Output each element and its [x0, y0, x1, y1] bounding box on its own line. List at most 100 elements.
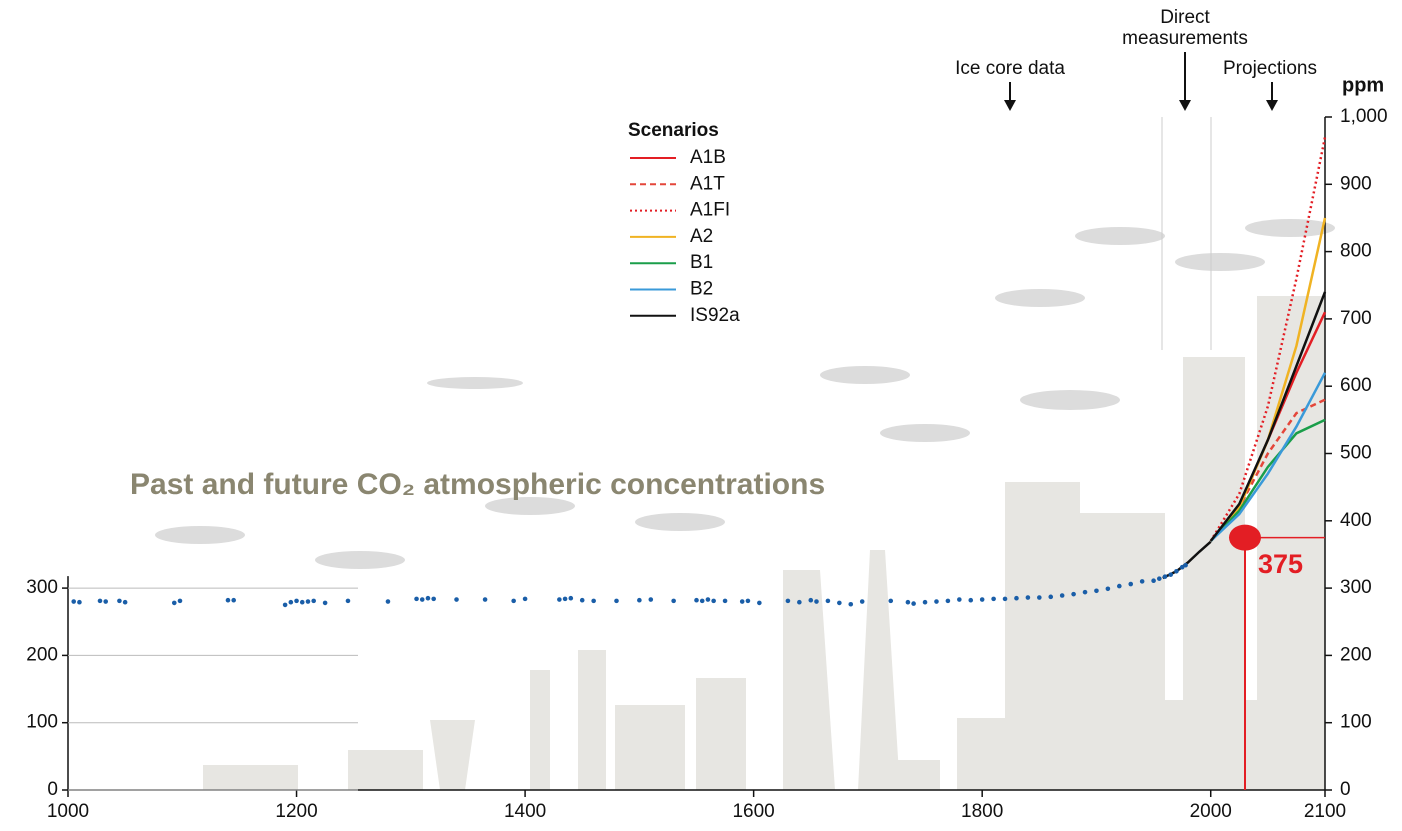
- x-tick-label: 2100: [1304, 801, 1346, 822]
- ice-core-point: [1174, 568, 1179, 574]
- ice-core-point: [859, 599, 865, 604]
- y-tick-label: 300: [1340, 577, 1372, 598]
- ice-core-point: [1071, 591, 1076, 597]
- ice-core-point: [694, 597, 699, 603]
- ice-core-point: [745, 598, 751, 604]
- scenario-line: [1209, 418, 1326, 542]
- ice-core-point: [1168, 572, 1174, 577]
- ice-core-point: [311, 598, 316, 604]
- y-tick-label: 600: [1340, 375, 1372, 396]
- ice-core-point: [1014, 595, 1019, 601]
- ice-core-point: [1139, 579, 1145, 584]
- y-tick-label: 500: [1340, 443, 1372, 464]
- scenario-line: [1209, 291, 1327, 542]
- ice-core-point: [1117, 583, 1122, 589]
- ice-core-point: [122, 599, 128, 605]
- ice-core-point: [848, 601, 854, 607]
- ice-core-point: [1048, 594, 1054, 600]
- ice-core-point: [97, 598, 103, 604]
- legend-label: A1B: [690, 147, 726, 168]
- ice-core-point: [414, 596, 419, 602]
- ice-core-point: [419, 597, 425, 602]
- ice-core-point: [305, 599, 311, 604]
- ice-core-point: [557, 597, 562, 602]
- ice-core-point: [482, 597, 488, 602]
- scenario-line: [1209, 372, 1327, 542]
- ice-core-point: [991, 596, 996, 602]
- ice-core-point: [699, 598, 705, 604]
- ice-core-point: [1094, 588, 1099, 594]
- x-tick-label: 1800: [961, 801, 1003, 822]
- ice-core-point: [705, 597, 711, 602]
- ice-core-point: [979, 597, 985, 602]
- ice-core-point: [905, 599, 911, 605]
- annotation: Direct measurements: [1122, 7, 1248, 49]
- ice-core-point: [77, 599, 82, 605]
- y-tick-label: 900: [1340, 173, 1372, 194]
- ice-core-point: [968, 597, 974, 603]
- ice-core-point: [282, 602, 288, 608]
- ice-core-point: [945, 598, 951, 604]
- ice-core-point: [1082, 589, 1088, 595]
- ice-core-point: [568, 595, 574, 601]
- ice-core-point: [288, 599, 294, 605]
- chart-title: Past and future CO₂ atmospheric concentr…: [130, 468, 825, 501]
- ice-core-point: [425, 595, 431, 601]
- ice-core-point: [225, 597, 231, 603]
- x-tick-label: 2000: [1190, 801, 1232, 822]
- y-tick-label: 200: [1340, 644, 1372, 665]
- legend-title: Scenarios: [628, 120, 719, 141]
- legend-label: B1: [690, 252, 713, 273]
- ice-core-point: [431, 596, 436, 602]
- ice-core-point: [522, 596, 528, 602]
- y-tick-label: 0: [47, 779, 58, 800]
- ice-core-point: [637, 597, 642, 603]
- ice-core-point: [825, 598, 831, 604]
- arrows: [1004, 52, 1278, 111]
- ice-core-point: [711, 598, 716, 604]
- ice-core-point: [911, 601, 916, 606]
- y-tick-label: 1,000: [1340, 106, 1388, 127]
- ice-core-point: [1002, 596, 1008, 602]
- ice-core-point: [385, 599, 391, 604]
- y-tick-label: 100: [1340, 712, 1372, 733]
- marker: [1229, 524, 1261, 551]
- background-illustration: [155, 117, 1335, 790]
- ice-core-point: [1037, 595, 1042, 600]
- ice-core-point: [231, 597, 236, 603]
- ice-core-point: [1059, 593, 1065, 598]
- ice-core-point: [294, 598, 299, 604]
- ice-core-point: [103, 599, 109, 604]
- y-tick-label: 800: [1340, 241, 1372, 262]
- y-tick-label: 200: [26, 644, 58, 665]
- ice-core-point: [814, 599, 819, 604]
- ice-core-point: [579, 597, 585, 603]
- legend-label: A1T: [690, 173, 725, 194]
- ice-core-point: [1179, 564, 1185, 570]
- ice-core-point: [591, 598, 596, 604]
- ice-core-point: [785, 598, 791, 604]
- ice-core-point: [837, 600, 842, 606]
- y-tick-label: 0: [1340, 779, 1351, 800]
- ice-core-point: [71, 599, 77, 604]
- marker-label: 375: [1258, 549, 1303, 579]
- ice-core-point: [177, 598, 183, 604]
- ice-core-point: [1128, 581, 1134, 587]
- ice-core-point: [1025, 595, 1031, 600]
- y-tick-label: 100: [26, 712, 58, 733]
- legend-label: IS92a: [690, 305, 740, 326]
- ice-core-point: [1183, 562, 1188, 568]
- y-tick-label: 400: [1340, 510, 1372, 531]
- x-tick-label: 1600: [732, 801, 774, 822]
- y-tick-label: 700: [1340, 308, 1372, 329]
- y-unit: ppm: [1342, 74, 1384, 96]
- ice-core-point: [808, 597, 814, 603]
- x-tick-label: 1400: [504, 801, 546, 822]
- ice-core-point: [648, 597, 654, 602]
- ice-core-point: [345, 598, 351, 604]
- ice-core-point: [1151, 578, 1156, 583]
- ice-core-point: [171, 600, 177, 606]
- ice-core-point: [511, 598, 516, 604]
